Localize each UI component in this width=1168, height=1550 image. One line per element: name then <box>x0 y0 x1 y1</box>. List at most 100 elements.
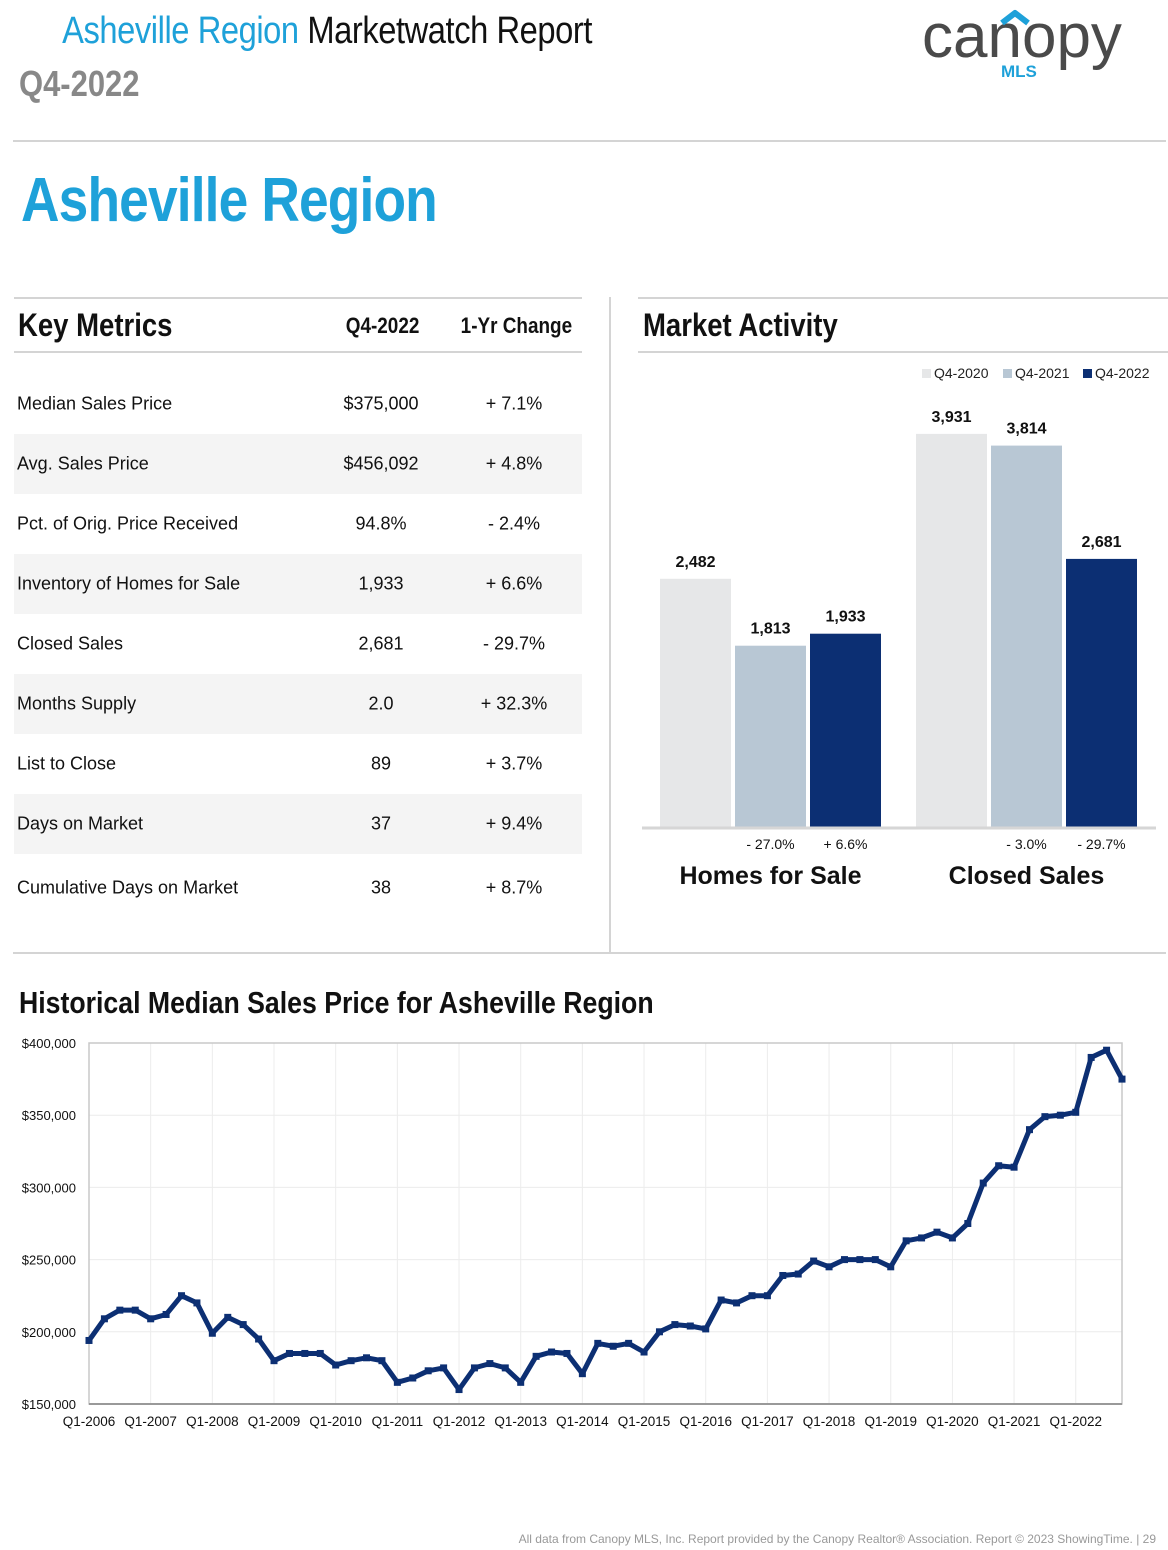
y-tick-label: $350,000 <box>22 1108 76 1123</box>
data-point <box>840 1256 848 1264</box>
legend-swatch <box>922 369 931 378</box>
x-tick-label: Q1-2014 <box>556 1414 609 1429</box>
key-metrics-col-change: 1-Yr Change <box>460 313 573 338</box>
data-point <box>100 1315 108 1323</box>
report-period: Q4-2022 <box>19 63 140 104</box>
data-point <box>116 1306 124 1314</box>
key-metrics-row: Median Sales Price $375,000 + 7.1% <box>14 374 582 434</box>
data-point <box>1025 1126 1033 1134</box>
data-point <box>995 1162 1003 1170</box>
x-tick-label: Q1-2018 <box>803 1414 856 1429</box>
data-point <box>393 1378 401 1386</box>
metric-change: + 4.8% <box>485 453 543 474</box>
report-title-region: Asheville Region <box>62 10 299 52</box>
data-point <box>856 1256 864 1264</box>
data-point <box>1087 1053 1095 1061</box>
data-point <box>918 1234 926 1242</box>
data-point <box>255 1335 263 1343</box>
bar-value-label: 2,681 <box>1081 534 1121 551</box>
market-activity-title: Market Activity <box>643 307 838 343</box>
data-point <box>733 1299 741 1307</box>
y-tick-label: $250,000 <box>22 1253 76 1268</box>
bar-change-label: + 6.6% <box>824 836 868 852</box>
metric-value: $375,000 <box>343 393 419 414</box>
data-point <box>748 1292 756 1300</box>
y-tick-label: $400,000 <box>22 1036 76 1051</box>
metric-label: Median Sales Price <box>17 393 173 414</box>
data-point <box>347 1357 355 1365</box>
data-point <box>964 1220 972 1227</box>
legend-label: Q4-2022 <box>1095 365 1150 381</box>
bar-value-label: 2,482 <box>675 554 715 571</box>
data-point <box>902 1237 910 1245</box>
key-metrics-header: Key Metrics Q4-2022 1-Yr Change <box>14 297 582 353</box>
metric-value: 38 <box>370 877 392 898</box>
key-metrics-row: Closed Sales 2,681 - 29.7% <box>14 614 582 674</box>
data-point <box>85 1336 93 1344</box>
median-price-line <box>86 1047 1125 1393</box>
data-point <box>470 1364 478 1372</box>
x-tick-label: Q1-2010 <box>309 1414 362 1429</box>
legend-label: Q4-2020 <box>934 365 989 381</box>
data-point <box>316 1349 324 1357</box>
data-point <box>1056 1111 1064 1119</box>
bar-q4-2022 <box>810 633 881 827</box>
data-point <box>1041 1113 1049 1121</box>
data-point <box>285 1349 293 1357</box>
data-point <box>810 1257 818 1265</box>
metric-value: 94.8% <box>355 513 407 534</box>
data-point <box>270 1357 278 1365</box>
bar-change-label: - 27.0% <box>746 836 794 852</box>
key-metrics-row: Months Supply 2.0 + 32.3% <box>14 674 582 734</box>
data-point <box>825 1263 833 1271</box>
data-point <box>378 1357 386 1365</box>
metric-change: + 7.1% <box>485 393 543 414</box>
data-point <box>594 1339 602 1347</box>
metric-label: Cumulative Days on Market <box>17 877 239 898</box>
bar-q4-2020 <box>916 433 987 827</box>
data-point <box>887 1263 895 1271</box>
metric-label: Inventory of Homes for Sale <box>17 573 241 594</box>
data-point <box>178 1292 186 1300</box>
data-point <box>609 1342 617 1350</box>
x-tick-label: Q1-2012 <box>433 1414 486 1429</box>
metric-label: Closed Sales <box>17 633 124 654</box>
metric-value: 2,681 <box>358 633 404 654</box>
data-point <box>686 1322 694 1330</box>
legend-label: Q4-2021 <box>1015 365 1070 381</box>
data-point <box>1103 1046 1111 1054</box>
metric-value: 1,933 <box>358 573 404 594</box>
x-tick-label: Q1-2020 <box>926 1414 979 1429</box>
data-point <box>933 1228 941 1236</box>
x-tick-label: Q1-2015 <box>618 1414 671 1429</box>
data-point <box>162 1310 170 1318</box>
x-tick-label: Q1-2019 <box>864 1414 917 1429</box>
category-label: Closed Sales <box>949 862 1105 890</box>
metric-value: $456,092 <box>343 453 419 474</box>
y-tick-label: $200,000 <box>22 1325 76 1340</box>
data-point <box>871 1256 879 1264</box>
data-point <box>578 1370 586 1378</box>
data-point <box>671 1321 679 1329</box>
data-point <box>717 1296 725 1304</box>
region-title: Asheville Region <box>21 166 438 235</box>
key-metrics-row: Days on Market 37 + 9.4% <box>14 794 582 854</box>
metric-value: 89 <box>370 753 392 774</box>
metric-label: List to Close <box>17 753 117 774</box>
market-activity-header: Market Activity <box>638 297 1168 353</box>
x-tick-label: Q1-2009 <box>248 1414 301 1429</box>
x-tick-label: Q1-2022 <box>1049 1414 1102 1429</box>
data-point <box>363 1354 371 1362</box>
report-title-rest: Marketwatch Report <box>307 10 593 52</box>
data-point <box>779 1271 787 1279</box>
logo-sub: MLS <box>1001 62 1037 80</box>
key-metrics-title: Key Metrics <box>18 307 173 343</box>
data-point <box>208 1329 216 1337</box>
x-tick-label: Q1-2016 <box>679 1414 732 1429</box>
x-tick-label: Q1-2021 <box>988 1414 1041 1429</box>
metric-value: 37 <box>370 813 392 834</box>
key-metrics-row: List to Close 89 + 3.7% <box>14 734 582 794</box>
key-metrics-table: Key Metrics Q4-2022 1-Yr Change Median S… <box>14 297 582 898</box>
metric-change: + 6.6% <box>485 573 543 594</box>
market-activity-chart: Q4-2020 Q4-2021 Q4-2022 2,482 1,813 - 27.0% 1,… <box>642 365 1156 890</box>
